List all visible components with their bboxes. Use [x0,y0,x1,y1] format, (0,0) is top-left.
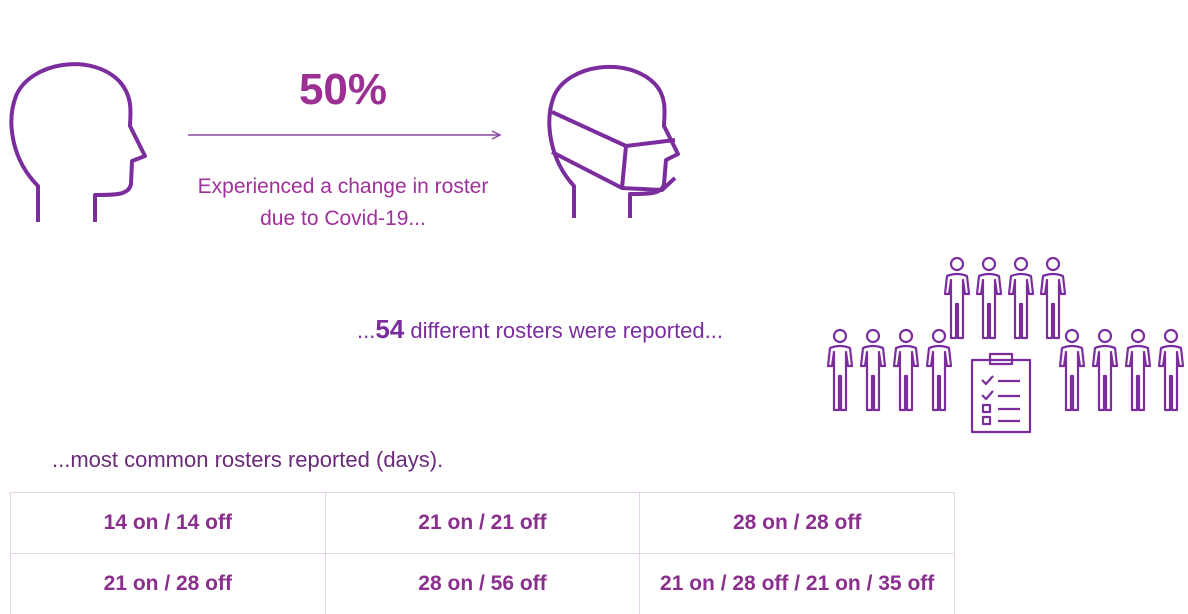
table-cell: 21 on / 28 off / 21 on / 35 off [639,553,955,614]
caption-line: due to Covid-19... [260,207,426,230]
table-cell: 14 on / 14 off [10,492,326,554]
table-row: 14 on / 14 off 21 on / 21 off 28 on / 28… [10,492,955,554]
head-icon [9,62,147,222]
masked-head-icon [547,64,680,218]
prefix: ... [357,318,375,343]
people-icon [826,256,1185,434]
table-cell: 28 on / 56 off [324,553,641,614]
rosters-line: ...54 different rosters were reported... [357,314,723,344]
table-cell: 21 on / 28 off [10,553,326,614]
table-intro: ...most common rosters reported (days). [52,447,443,472]
headline: 50% [299,65,387,114]
roster-table: 14 on / 14 off 21 on / 21 off 28 on / 28… [10,492,955,614]
table-row: 21 on / 28 off 28 on / 56 off 21 on / 28… [10,553,955,614]
arrow-head [491,130,502,140]
table-cell: 28 on / 28 off [639,492,955,554]
caption-line: Experienced a change in roster [198,175,489,198]
suffix: different rosters were reported... [404,318,723,343]
count: 54 [375,314,404,344]
table-cell: 21 on / 21 off [324,492,641,554]
